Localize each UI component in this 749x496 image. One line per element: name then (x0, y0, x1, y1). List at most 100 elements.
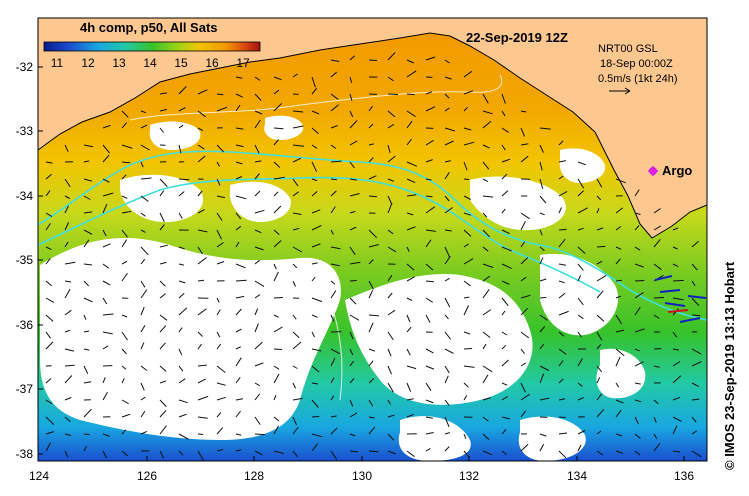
current-arrow (501, 344, 507, 350)
current-arrow (406, 138, 412, 146)
current-arrow (102, 243, 111, 248)
current-arrow (140, 396, 146, 401)
current-arrow (577, 246, 586, 254)
current-arrow (520, 221, 526, 231)
current-arrow (64, 241, 69, 248)
current-arrow (368, 378, 375, 384)
current-arrow (159, 108, 168, 112)
current-arrow (596, 227, 604, 231)
current-arrow (482, 161, 490, 170)
colorbar-tick: 16 (205, 56, 219, 70)
current-arrow (444, 107, 450, 112)
current-arrow (330, 71, 338, 78)
current-arrow (235, 93, 243, 98)
current-arrow (368, 426, 376, 435)
colorbar (43, 41, 261, 52)
current-arrow (558, 450, 567, 459)
current-arrow (425, 263, 434, 271)
current-arrow (45, 297, 55, 303)
current-arrow (406, 70, 417, 78)
current-arrow (691, 398, 700, 401)
current-arrow (406, 297, 413, 301)
current-arrow (292, 450, 298, 458)
current-arrow (501, 173, 508, 180)
current-arrow (330, 104, 339, 112)
current-arrow (653, 225, 662, 231)
current-arrow (482, 275, 490, 282)
current-arrow (615, 178, 626, 184)
current-arrow (482, 450, 493, 456)
legend-line-1: NRT00 GSL (598, 43, 658, 55)
current-arrow (140, 365, 148, 371)
current-arrow (311, 191, 318, 197)
current-arrow (349, 261, 361, 265)
current-arrow (140, 229, 146, 233)
current-arrow (273, 450, 285, 454)
current-arrow (577, 275, 582, 282)
current-arrow (292, 416, 298, 426)
current-arrow (330, 280, 336, 285)
current-arrow (140, 306, 145, 316)
current-arrow (292, 331, 300, 339)
current-arrow (349, 55, 356, 61)
current-arrow (178, 378, 186, 384)
current-arrow (311, 443, 319, 452)
current-arrow (425, 280, 434, 283)
current-arrow (121, 161, 131, 164)
current-arrow (463, 178, 470, 180)
current-arrow (140, 177, 152, 180)
coastline (37, 32, 708, 239)
current-arrow (406, 120, 413, 129)
current-arrow (444, 246, 450, 258)
current-arrow (520, 362, 526, 367)
vector-legend: NRT00 GSL 18-Sep 00:00Z 0.5m/s (1kt 24h) (598, 43, 677, 95)
current-arrow (330, 415, 337, 418)
current-arrow (482, 212, 488, 218)
current-arrow (634, 416, 639, 425)
current-arrow (159, 409, 167, 418)
current-arrow (45, 341, 54, 350)
current-arrow (615, 409, 622, 418)
current-arrow (311, 382, 319, 385)
current-arrow (273, 127, 284, 130)
current-arrow (330, 290, 337, 299)
colorbar-tick: 11 (51, 56, 64, 70)
argo-marker[interactable] (648, 166, 658, 176)
current-arrow (197, 416, 208, 419)
current-arrow (197, 308, 207, 316)
colorbar-tick: 14 (143, 56, 157, 70)
current-arrow (159, 261, 167, 265)
current-arrow (349, 140, 358, 146)
current-arrow (64, 280, 72, 283)
current-arrow (444, 256, 451, 265)
current-arrow (463, 450, 469, 457)
current-arrow (672, 396, 681, 401)
current-arrow (216, 382, 226, 386)
current-arrow (292, 365, 298, 369)
current-arrow (254, 450, 263, 456)
current-arrow (558, 160, 566, 163)
current-arrow (45, 416, 55, 425)
current-arrow (501, 297, 509, 307)
current-arrow (254, 160, 262, 163)
current-arrow (482, 416, 489, 422)
current-arrow (539, 326, 546, 333)
current-arrow (577, 382, 583, 387)
current-arrow (691, 297, 700, 307)
current-arrow (368, 416, 375, 419)
x-tick-label: 128 (244, 469, 264, 483)
current-arrow (406, 348, 411, 356)
current-arrow (558, 293, 566, 299)
current-arrow (596, 245, 606, 248)
current-arrow (102, 377, 106, 384)
current-arrow (273, 102, 283, 112)
current-arrow (330, 348, 341, 355)
current-arrow (330, 144, 337, 149)
current-arrow (216, 396, 226, 401)
current-arrow (121, 260, 128, 265)
current-arrow (45, 431, 54, 435)
current-arrow (197, 209, 205, 214)
current-arrow (444, 76, 452, 80)
current-arrow (178, 399, 188, 404)
current-arrow (311, 110, 320, 115)
